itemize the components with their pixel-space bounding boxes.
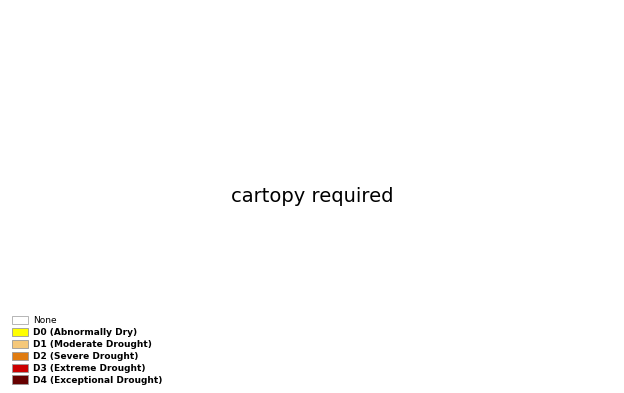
Legend: None, D0 (Abnormally Dry), D1 (Moderate Drought), D2 (Severe Drought), D3 (Extre: None, D0 (Abnormally Dry), D1 (Moderate … xyxy=(9,312,166,389)
Text: cartopy required: cartopy required xyxy=(231,187,393,206)
